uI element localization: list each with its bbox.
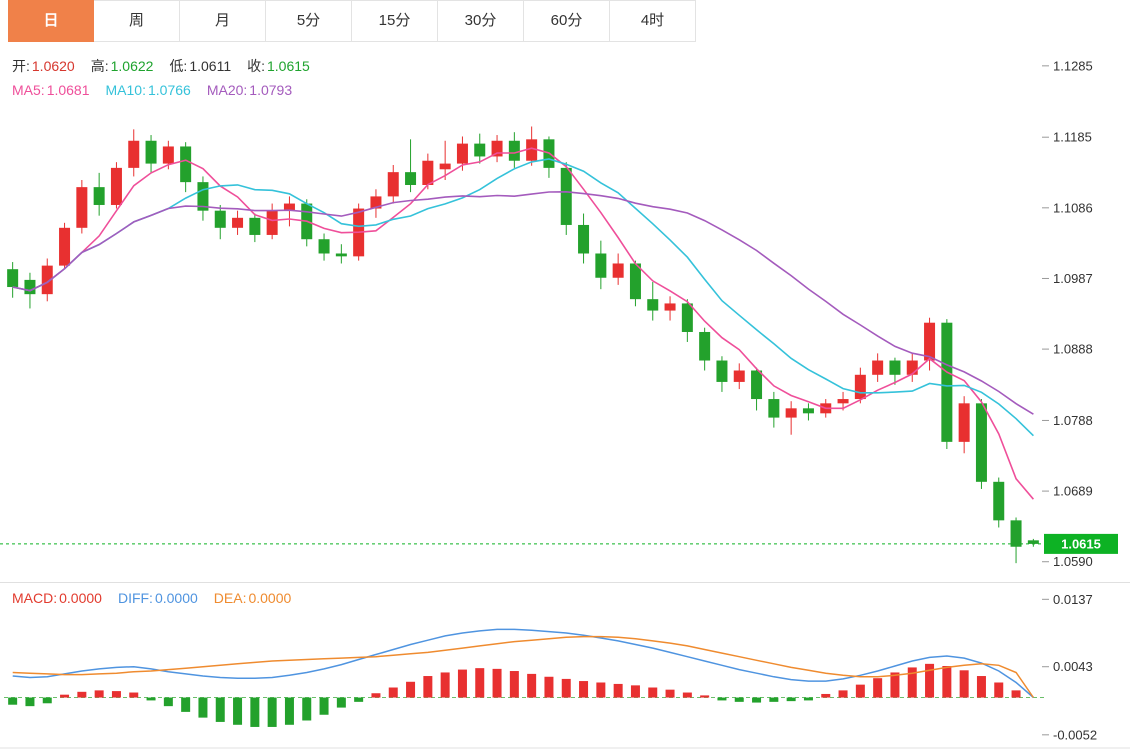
svg-text:1.1285: 1.1285 (1053, 58, 1093, 73)
chart-area: 1.1285 1.1185 1.1086 1.0987 1.0888 1.0788 1.06… (0, 42, 1130, 749)
tab-interval-7[interactable]: 4时 (610, 0, 696, 42)
tab-interval-2[interactable]: 月 (180, 0, 266, 42)
current-price-badge: 1.0615 (1044, 533, 1118, 554)
interval-tabs: 日周月 5分 15分 30分 60分 4时 (8, 0, 696, 42)
candlestick-chart[interactable]: 1.1285 1.1185 1.1086 1.0987 1.0888 1.0788 1.06… (0, 42, 1130, 749)
svg-text:1.0888: 1.0888 (1053, 342, 1093, 357)
toolbar: 日周月 5分 15分 30分 60分 4时 (0, 0, 1130, 42)
svg-text:0.0137: 0.0137 (1053, 592, 1093, 607)
svg-text:1.0615: 1.0615 (1061, 536, 1101, 551)
tab-interval-4[interactable]: 15分 (352, 0, 438, 42)
panel-separators (0, 582, 1130, 749)
tab-interval-0[interactable]: 日 (8, 0, 94, 42)
tab-interval-3[interactable]: 5分 (266, 0, 352, 42)
svg-text:1.0788: 1.0788 (1053, 413, 1093, 428)
svg-text:1.0590: 1.0590 (1053, 554, 1093, 569)
svg-text:1.0987: 1.0987 (1053, 271, 1093, 286)
svg-text:0.0043: 0.0043 (1053, 659, 1093, 674)
svg-text:1.0689: 1.0689 (1053, 484, 1093, 499)
price-axis: 1.1285 1.1185 1.1086 1.0987 1.0888 1.0788 1.06… (1042, 58, 1093, 569)
candles-layer (7, 126, 1039, 564)
macd-axis: 0.0137 0.0043 -0.0052 (1042, 592, 1097, 742)
tab-interval-5[interactable]: 30分 (438, 0, 524, 42)
tab-interval-1[interactable]: 周 (94, 0, 180, 42)
ma-lines-layer (12, 147, 1035, 500)
svg-text:1.1086: 1.1086 (1053, 200, 1093, 215)
tab-interval-6[interactable]: 60分 (524, 0, 610, 42)
svg-text:-0.0052: -0.0052 (1053, 727, 1097, 742)
macd-layer (4, 628, 1046, 727)
svg-text:1.1185: 1.1185 (1053, 130, 1092, 145)
